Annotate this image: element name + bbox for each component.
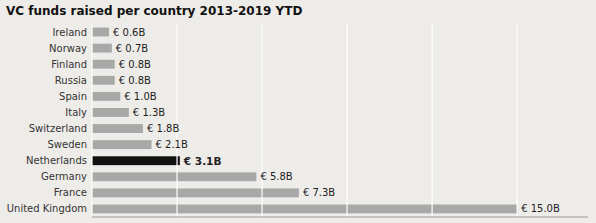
- grid-line: [432, 24, 433, 217]
- grid-line: [91, 24, 92, 217]
- bar: [92, 188, 299, 197]
- data-label: € 3.1B: [183, 155, 222, 167]
- data-label: € 0.7B: [116, 43, 148, 54]
- bar: [92, 108, 129, 117]
- bar: [92, 28, 109, 37]
- data-label: € 1.8B: [147, 123, 179, 134]
- y-tick-label: Netherlands: [26, 155, 87, 166]
- y-tick-label: Spain: [59, 91, 87, 102]
- data-label: € 0.8B: [119, 75, 151, 86]
- data-label: € 15.0B: [521, 203, 560, 214]
- y-tick-labels: United Kingdom France Germany Netherlands Sw…: [7, 27, 87, 215]
- bar: [92, 124, 143, 133]
- grid-line: [517, 24, 518, 217]
- data-label: € 0.6B: [113, 27, 145, 38]
- title: VC funds raised per country 2013-2019 YT…: [6, 4, 302, 18]
- data-label: € 2.1B: [156, 139, 188, 150]
- bar: [92, 205, 517, 214]
- y-tick-label: Russia: [55, 75, 87, 86]
- bars: [92, 28, 517, 214]
- bar: [92, 172, 256, 181]
- bar: [92, 60, 115, 69]
- y-tick-label: Switzerland: [29, 123, 87, 134]
- y-tick-label: France: [54, 187, 87, 198]
- y-tick-label: Germany: [41, 171, 87, 182]
- y-tick-label: Ireland: [52, 27, 87, 38]
- bar: [92, 156, 180, 165]
- data-label: € 0.8B: [119, 59, 151, 70]
- data-label: € 7.3B: [303, 187, 335, 198]
- y-tick-label: United Kingdom: [7, 203, 87, 214]
- grid-line: [346, 24, 347, 217]
- chart: VC funds raised per country 2013-2019 YT…: [0, 0, 596, 223]
- bar: [92, 92, 120, 101]
- y-tick-label: Sweden: [47, 139, 87, 150]
- y-tick-label: Italy: [65, 107, 87, 118]
- background: [0, 0, 596, 223]
- bar: [92, 44, 112, 53]
- bar: [92, 76, 115, 85]
- data-label: € 5.8B: [260, 171, 292, 182]
- bar: [92, 140, 152, 149]
- data-label: € 1.0B: [124, 91, 156, 102]
- x-axis-line: [92, 217, 588, 218]
- grid: [92, 24, 517, 217]
- y-tick-label: Norway: [49, 43, 87, 54]
- grid-line: [176, 24, 177, 217]
- data-label: € 1.3B: [133, 107, 165, 118]
- data-labels: € 15.0B € 7.3B € 5.8B € 3.1B € 2.1B € 1.8B € 1…: [113, 27, 560, 215]
- y-tick-label: Finland: [51, 59, 87, 70]
- grid-line: [261, 24, 262, 217]
